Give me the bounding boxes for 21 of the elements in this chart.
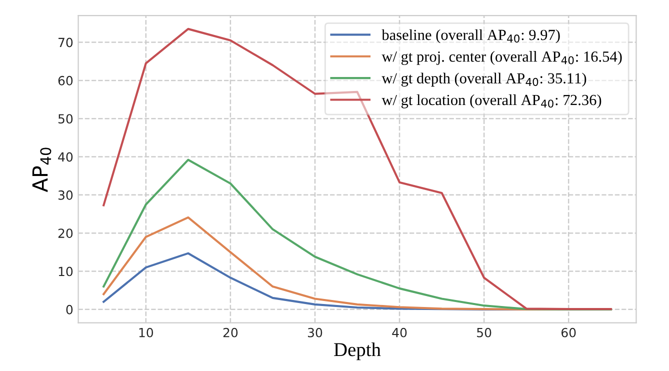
x-tick-label: 20: [223, 328, 238, 338]
y-tick-label: 0: [66, 304, 73, 314]
y-tick-label: 40: [58, 152, 73, 162]
y-tick-label: 70: [58, 38, 73, 48]
y-tick-label: 20: [58, 228, 73, 238]
x-tick-label: 10: [139, 328, 154, 338]
y-tick-label: 50: [58, 114, 73, 124]
legend-label: w/ gt proj. center (overall AP$_{40}$: 16.54): [382, 51, 622, 65]
x-axis-title: Depth: [334, 342, 381, 360]
y-tick-label: 30: [58, 190, 73, 200]
legend-label: baseline (overall AP$_{40}$: 9.97): [382, 29, 560, 44]
x-tick-label: 40: [392, 328, 407, 338]
x-tick-label: 60: [562, 328, 576, 338]
y-tick-label: 10: [58, 266, 73, 276]
line-series: [102, 158, 612, 310]
legend-label: w/ gt depth (overall AP$_{40}$: 35.11): [382, 72, 586, 87]
x-tick-label: 50: [477, 328, 492, 338]
x-tick-label: 30: [308, 328, 322, 338]
legend-label: w/ gt location (overall AP$_{40}$: 72.36): [382, 94, 602, 108]
y-tick-label: 60: [58, 76, 73, 86]
y-axis-title: AP$_{40}$: [32, 148, 52, 192]
